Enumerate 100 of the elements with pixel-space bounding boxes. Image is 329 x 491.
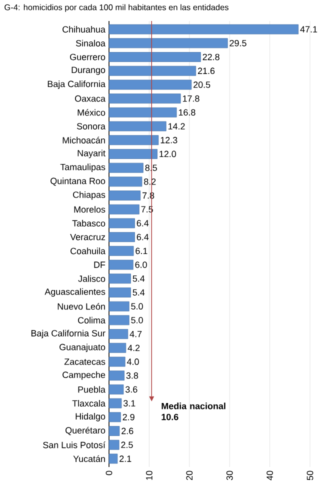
bar — [108, 80, 192, 90]
bar — [108, 356, 126, 367]
data-label: 5.4 — [132, 275, 145, 282]
x-tick-label: 30 — [226, 470, 233, 480]
y-tick-label: Nayarit — [78, 150, 106, 158]
data-label: 16.8 — [178, 109, 196, 116]
data-label: 29.5 — [230, 40, 246, 46]
data-label: 6.4 — [136, 220, 149, 226]
data-label: 4.0 — [126, 358, 139, 365]
y-tick-label: Sonora — [76, 123, 106, 130]
y-tick-label: Sinaloa — [76, 40, 106, 46]
bar — [108, 301, 130, 312]
y-tick-label: Guanajuato — [60, 344, 106, 352]
data-label: 12.0 — [160, 150, 176, 158]
y-tick-label: Campeche — [62, 371, 106, 380]
data-label: 12.3 — [160, 136, 178, 144]
bar — [108, 94, 181, 104]
bar — [108, 66, 196, 76]
bar — [108, 288, 131, 298]
y-tick-label: DF — [94, 262, 106, 268]
x-tick-label: 50 — [306, 470, 314, 480]
data-label: 3.6 — [126, 386, 138, 393]
y-tick-label: Coahuila — [70, 248, 106, 254]
data-label: 14.2 — [168, 123, 185, 130]
bar — [108, 342, 126, 353]
bar — [108, 204, 140, 214]
data-label: 47.1 — [300, 26, 318, 32]
ref-line-label: Media nacional 10.6 — [162, 402, 226, 420]
bar — [108, 260, 134, 270]
x-tick-label: 0 — [106, 470, 112, 476]
data-label: 6.4 — [136, 234, 149, 240]
bar — [108, 370, 124, 381]
bar — [108, 107, 177, 118]
chart-title: G-4: homicidios por cada 100 mil habitantes en las entidades — [4, 4, 228, 12]
bar — [108, 412, 121, 422]
bar — [108, 135, 159, 146]
data-label: 6.0 — [135, 262, 147, 268]
data-label: 3.8 — [126, 372, 138, 379]
data-label: 3.1 — [124, 400, 136, 406]
y-tick-label: Aguascalientes — [44, 288, 106, 297]
x-tick-label: 20 — [186, 470, 193, 480]
data-label: 21.6 — [198, 68, 215, 74]
bar — [108, 176, 142, 187]
y-tick-label: Tamaulipas — [60, 164, 106, 172]
bar — [108, 162, 144, 173]
bar — [108, 384, 124, 394]
bar — [108, 426, 120, 436]
bar — [108, 454, 118, 464]
y-tick-label: Zacatecas — [64, 358, 106, 365]
data-label: 20.5 — [194, 82, 210, 88]
bar — [108, 38, 228, 48]
y-tick-label: Hidalgo — [76, 412, 106, 422]
bar — [108, 398, 122, 408]
y-tick-label: Yucatán — [73, 455, 105, 462]
data-label: 2.5 — [121, 442, 133, 448]
y-tick-label: Baja California Sur — [31, 330, 106, 338]
x-tick-label: 10 — [146, 470, 152, 480]
y-tick-label: Durango — [72, 66, 106, 75]
bar — [108, 329, 128, 339]
y-tick-label: Colima — [78, 316, 106, 324]
y-tick-label: México — [78, 109, 106, 116]
data-label: 17.8 — [182, 95, 200, 102]
bar — [108, 52, 201, 62]
y-tick-label: Nuevo León — [58, 302, 105, 310]
data-label: 2.6 — [122, 428, 134, 434]
y-tick-label: San Luis Potosí — [43, 441, 106, 448]
bar — [108, 121, 166, 132]
data-label: 6.1 — [136, 248, 148, 254]
y-tick-label: Guerrero — [70, 54, 106, 60]
data-label: 2.1 — [120, 456, 132, 462]
x-tick-label: 40 — [266, 470, 273, 480]
bar — [108, 274, 131, 284]
bar — [108, 218, 135, 228]
y-tick-label: Baja California — [48, 80, 106, 89]
y-tick-label: Puebla — [78, 386, 106, 393]
bar — [108, 246, 134, 256]
y-tick-label: Chiapas — [73, 191, 106, 200]
data-label: 5.0 — [131, 303, 143, 310]
y-tick-label: Tlaxcala — [72, 400, 106, 407]
y-tick-label: Querétaro — [66, 426, 106, 436]
data-label: 22.8 — [202, 54, 220, 60]
data-label: 5.0 — [131, 317, 143, 324]
bar — [108, 149, 158, 159]
y-tick-label: Jalisco — [78, 275, 106, 282]
data-label: 2.9 — [122, 414, 134, 420]
y-tick-label: Veracruz — [70, 234, 106, 240]
data-label: 4.7 — [130, 330, 142, 338]
bar — [108, 24, 299, 34]
y-tick-label: Morelos — [74, 206, 106, 213]
y-tick-label: Tabasco — [72, 220, 106, 227]
y-tick-label: Quintana Roo — [50, 178, 106, 186]
bar — [108, 440, 120, 450]
bar — [108, 315, 130, 326]
y-tick-label: Oaxaca — [75, 95, 106, 102]
bar — [108, 232, 135, 242]
data-label: 5.4 — [132, 289, 145, 296]
y-tick-label: Chihuahua — [62, 26, 106, 33]
data-label: 4.2 — [128, 344, 140, 352]
bar — [108, 190, 141, 200]
y-tick-label: Michoacán — [62, 136, 105, 144]
